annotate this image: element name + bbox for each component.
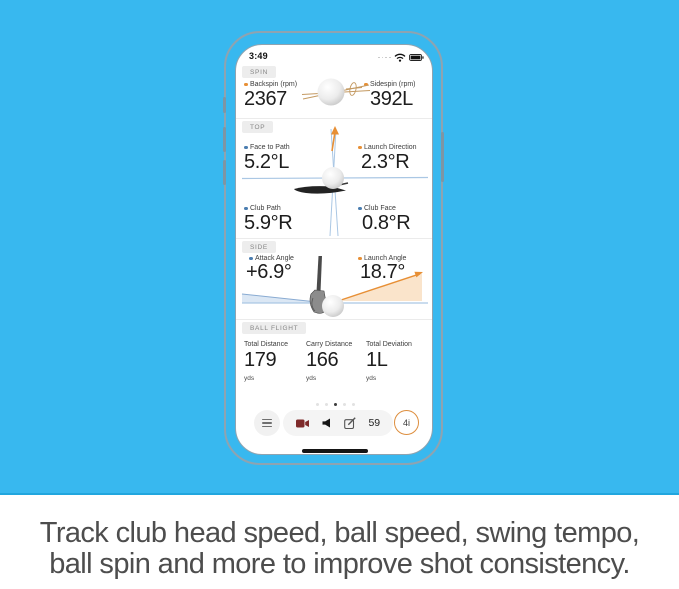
section-tag-ball-flight: BALL FLIGHT xyxy=(242,322,307,334)
page-dot xyxy=(342,403,346,406)
total-distance-value: 179 xyxy=(244,349,277,371)
caption-line-1: Track club head speed, ball speed, swing… xyxy=(39,517,640,549)
club-face-label: Club Face xyxy=(358,205,396,212)
volume-down-button xyxy=(223,160,226,185)
section-divider xyxy=(236,319,432,320)
section-tag-side: SIDE xyxy=(242,241,276,253)
orange-dot-icon xyxy=(244,82,248,87)
face-to-path-label: Face to Path xyxy=(244,144,290,151)
compose-share-icon[interactable] xyxy=(343,417,356,429)
battery-icon xyxy=(409,54,424,61)
total-deviation-unit: yds xyxy=(366,375,377,382)
caption-line-2: ball spin and more to improve shot consi… xyxy=(49,548,630,580)
phone-frame: 3:49 SPIN Backspin (rpm) xyxy=(223,31,444,465)
page-dot xyxy=(315,403,319,406)
sidespin-value: 392L xyxy=(370,88,413,110)
launch-angle-label: Launch Angle xyxy=(358,255,406,262)
status-time: 3:49 xyxy=(249,51,268,61)
status-icons xyxy=(377,53,424,62)
launch-direction-label: Launch Direction xyxy=(358,144,417,151)
total-distance-unit: yds xyxy=(244,375,255,382)
orange-dot-icon xyxy=(364,82,368,87)
club-path-top-view-graphic xyxy=(241,126,429,237)
page-dot-active xyxy=(333,403,337,406)
blue-dot-icon xyxy=(244,206,248,211)
sidespin-label: Sidespin (rpm) xyxy=(364,81,416,88)
launch-direction-value: 2.3°R xyxy=(361,151,410,173)
total-deviation-value: 1L xyxy=(366,349,388,371)
menu-button[interactable] xyxy=(254,410,280,436)
carry-distance-unit: yds xyxy=(306,375,317,382)
page-indicator[interactable] xyxy=(236,403,432,406)
section-tag-top: TOP xyxy=(242,121,274,133)
cellular-signal-icon xyxy=(377,56,391,59)
shot-counter: 59 xyxy=(368,417,381,429)
carry-distance-label: Carry Distance xyxy=(306,341,353,348)
caption-text: Track club head speed, ball speed, swing… xyxy=(0,518,679,580)
record-video-icon[interactable] xyxy=(295,419,309,428)
backspin-value: 2367 xyxy=(244,88,287,110)
spin-axis-graphic xyxy=(301,78,371,106)
orange-dot-icon xyxy=(358,256,362,261)
section-divider xyxy=(236,118,432,119)
page-dot xyxy=(351,403,355,406)
orange-dot-icon xyxy=(358,145,362,150)
page-dot xyxy=(324,403,328,406)
backspin-label: Backspin (rpm) xyxy=(244,81,297,88)
launch-angle-value: 18.7° xyxy=(360,261,405,283)
club-selector-button[interactable]: 4i xyxy=(394,410,419,435)
blue-dot-icon xyxy=(244,145,248,150)
speaker-icon[interactable] xyxy=(322,418,331,428)
face-to-path-value: 5.2°L xyxy=(244,151,289,173)
blue-dot-icon xyxy=(358,206,362,211)
launch-angle-side-view-graphic xyxy=(241,256,428,317)
volume-up-button xyxy=(223,127,226,152)
club-path-label: Club Path xyxy=(244,205,281,212)
total-distance-label: Total Distance xyxy=(244,341,288,348)
total-deviation-label: Total Deviation xyxy=(366,341,412,348)
club-face-value: 0.8°R xyxy=(362,212,411,234)
toolbar: 59 xyxy=(283,410,393,436)
wifi-icon xyxy=(394,53,406,62)
section-divider xyxy=(236,238,432,239)
carry-distance-value: 166 xyxy=(306,349,339,371)
attack-angle-label: Attack Angle xyxy=(249,255,294,262)
section-tag-spin: SPIN xyxy=(242,66,276,78)
mute-switch xyxy=(223,97,226,113)
app-screen: 3:49 SPIN Backspin (rpm) xyxy=(235,44,433,455)
power-button xyxy=(441,132,444,182)
blue-dot-icon xyxy=(249,256,253,261)
home-indicator[interactable] xyxy=(302,449,368,453)
club-path-value: 5.9°R xyxy=(244,212,293,234)
attack-angle-value: +6.9° xyxy=(246,261,292,283)
